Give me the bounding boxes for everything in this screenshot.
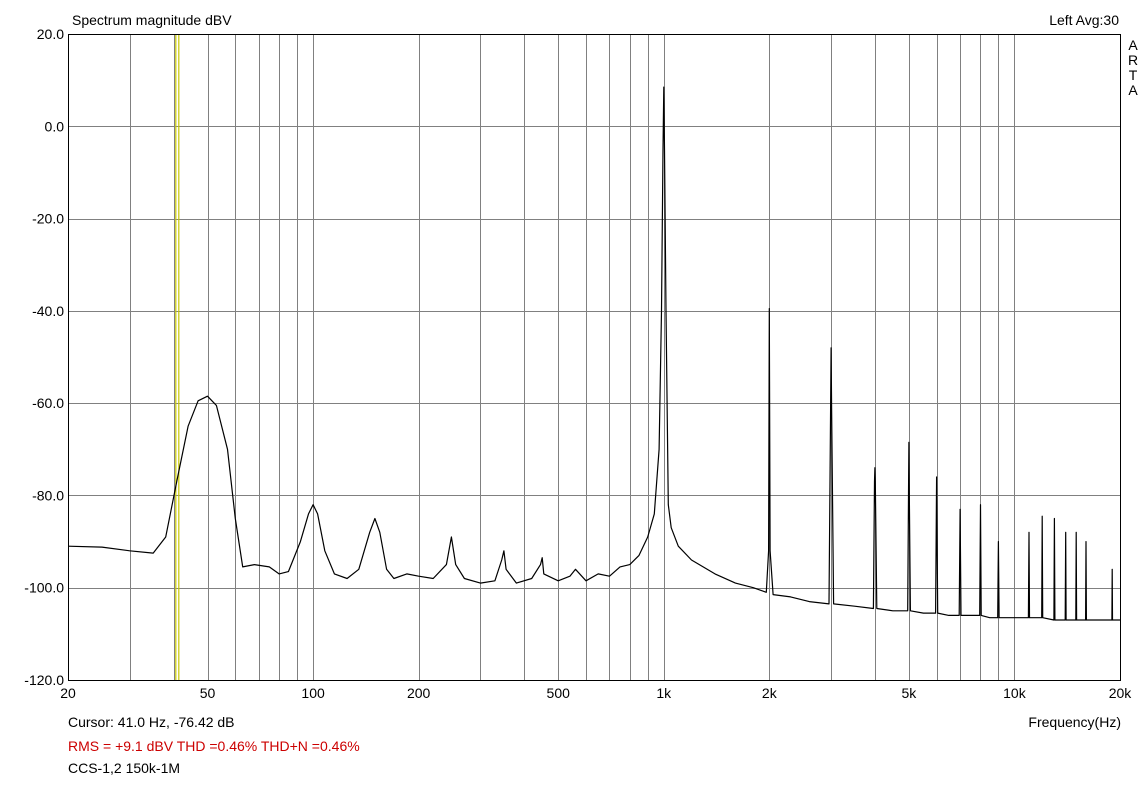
y-tick-label: -120.0 [24, 672, 64, 688]
brand-letter: A [1128, 82, 1138, 98]
x-tick-label: 100 [301, 685, 325, 701]
brand-letter: R [1127, 52, 1139, 68]
series-trace [67, 86, 1120, 621]
chart-title: Spectrum magnitude dBV [72, 12, 232, 28]
y-tick-label: 0.0 [45, 118, 65, 134]
x-tick-label: 20 [60, 685, 76, 701]
brand-letter: T [1128, 67, 1138, 83]
x-tick-label: 2k [762, 685, 778, 701]
channel-average-indicator: Left Avg:30 [1049, 12, 1119, 28]
plot-border [68, 34, 1121, 681]
y-tick-label: -40.0 [32, 303, 64, 319]
brand-letters: A R T A [1126, 38, 1140, 98]
x-tick-label: 50 [200, 685, 216, 701]
x-axis-ticks: 20 50 100 200 500 1k 2k 5k 10k 20k [60, 685, 1132, 701]
x-tick-label: 1k [656, 685, 672, 701]
measurement-readout: RMS = +9.1 dBV THD =0.46% THD+N =0.46% [68, 738, 360, 754]
plot-frame [68, 34, 1121, 681]
x-tick-label: 10k [1003, 685, 1027, 701]
y-tick-label: -60.0 [32, 395, 64, 411]
y-tick-label: -20.0 [32, 211, 64, 227]
grid-lines [68, 34, 1120, 681]
spectrum-line [67, 86, 1120, 621]
measurement-name: CCS-1,2 150k-1M [68, 760, 181, 776]
x-tick-label: 200 [407, 685, 431, 701]
cursor-readout: Cursor: 41.0 Hz, -76.42 dB [68, 714, 235, 730]
y-axis-ticks: 20.0 0.0 -20.0 -40.0 -60.0 -80.0 -100.0 -120.0 [24, 26, 64, 688]
cursor-marker [175, 34, 180, 680]
y-tick-label: -80.0 [32, 487, 64, 503]
x-tick-label: 20k [1109, 685, 1133, 701]
brand-letter: A [1128, 37, 1138, 53]
y-tick-label: 20.0 [37, 26, 64, 42]
x-tick-label: 5k [901, 685, 917, 701]
y-tick-label: -100.0 [24, 580, 64, 596]
x-tick-label: 500 [547, 685, 571, 701]
x-axis-label: Frequency(Hz) [1028, 714, 1121, 730]
